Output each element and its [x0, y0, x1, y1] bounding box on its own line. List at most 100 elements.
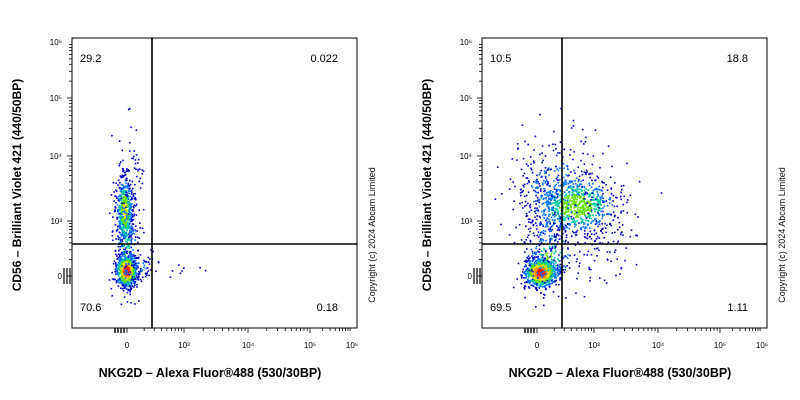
event-dot	[590, 233, 593, 235]
event-dot	[127, 190, 130, 192]
events-layer	[108, 107, 207, 306]
event-dot	[547, 277, 549, 280]
event-dot	[525, 213, 528, 215]
event-dot	[534, 210, 536, 213]
event-dot	[581, 200, 583, 202]
event-dot	[126, 200, 129, 203]
event-dot	[118, 278, 121, 280]
event-dot	[541, 283, 543, 286]
event-dot	[593, 204, 596, 206]
event-dot	[143, 266, 145, 269]
event-dot	[141, 182, 144, 185]
event-dot	[582, 152, 584, 155]
event-dot	[135, 198, 137, 201]
event-dot	[611, 165, 613, 168]
event-dot	[569, 182, 571, 184]
event-dot	[559, 277, 561, 279]
event-dot	[549, 201, 552, 204]
event-dot	[538, 275, 541, 277]
event-dot	[128, 233, 131, 235]
event-dot	[139, 177, 142, 180]
event-dot	[536, 289, 539, 291]
event-dot	[552, 206, 555, 208]
event-dot	[544, 214, 546, 216]
event-dot	[603, 237, 605, 239]
event-dot	[121, 235, 123, 238]
event-dot	[554, 277, 556, 279]
event-dot	[572, 158, 574, 161]
event-dot	[551, 218, 554, 221]
event-dot	[119, 276, 121, 279]
event-dot	[116, 216, 118, 219]
event-dot	[567, 218, 570, 221]
y-tick-label: 10³	[460, 217, 472, 226]
event-dot	[551, 246, 554, 249]
event-dot	[138, 237, 141, 239]
event-dot	[122, 253, 125, 255]
event-dot	[567, 215, 569, 218]
event-dot	[603, 205, 606, 208]
event-dot	[546, 257, 549, 260]
event-dot	[520, 274, 522, 276]
event-dot	[530, 280, 533, 282]
event-dot	[541, 264, 543, 266]
event-dot	[527, 218, 530, 221]
event-dot	[543, 190, 545, 193]
event-dot	[550, 277, 553, 279]
x-tick-label: 10⁶	[346, 341, 358, 350]
event-dot	[544, 155, 547, 157]
event-dot	[132, 157, 134, 160]
event-dot	[134, 197, 136, 199]
event-dot	[525, 194, 528, 197]
event-dot	[133, 198, 136, 200]
event-dot	[533, 264, 535, 266]
event-dot	[541, 259, 544, 262]
event-dot	[585, 169, 588, 172]
event-dot	[574, 198, 576, 201]
event-dot	[121, 275, 123, 278]
event-dot	[524, 281, 526, 284]
event-dot	[521, 274, 524, 277]
event-dot	[574, 209, 576, 212]
event-dot	[544, 275, 546, 277]
event-dot	[620, 210, 622, 213]
event-dot	[541, 276, 544, 279]
event-dot	[554, 250, 557, 252]
event-dot	[525, 225, 527, 227]
event-dot	[530, 263, 533, 265]
event-dot	[576, 277, 578, 280]
event-dot	[528, 260, 531, 263]
event-dot	[562, 215, 565, 218]
event-dot	[602, 201, 604, 203]
event-dot	[139, 168, 141, 170]
event-dot	[531, 256, 534, 259]
event-dot	[606, 213, 608, 215]
event-dot	[143, 259, 145, 262]
event-dot	[126, 170, 129, 172]
event-dot	[537, 259, 540, 262]
event-dot	[558, 254, 560, 256]
event-dot	[130, 246, 133, 249]
event-dot	[539, 113, 541, 116]
event-dot	[118, 140, 121, 142]
event-dot	[558, 203, 560, 205]
event-dot	[129, 274, 132, 277]
event-dot	[536, 279, 538, 282]
event-dot	[127, 278, 129, 280]
event-dot	[572, 203, 574, 206]
event-dot	[580, 211, 583, 214]
event-dot	[150, 249, 152, 251]
event-dot	[598, 206, 600, 208]
event-dot	[125, 237, 127, 240]
event-dot	[568, 216, 571, 218]
event-dot	[120, 265, 122, 268]
event-dot	[542, 254, 545, 256]
event-dot	[135, 205, 137, 207]
event-dot	[550, 226, 553, 228]
event-dot	[129, 275, 131, 278]
event-dot	[572, 185, 574, 188]
event-dot	[542, 239, 544, 241]
event-dot	[526, 215, 528, 217]
event-dot	[119, 227, 121, 229]
event-dot	[531, 255, 534, 257]
